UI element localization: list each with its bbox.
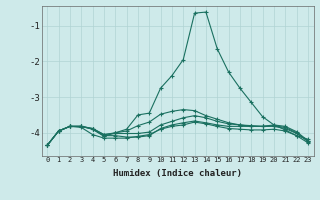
X-axis label: Humidex (Indice chaleur): Humidex (Indice chaleur)	[113, 169, 242, 178]
